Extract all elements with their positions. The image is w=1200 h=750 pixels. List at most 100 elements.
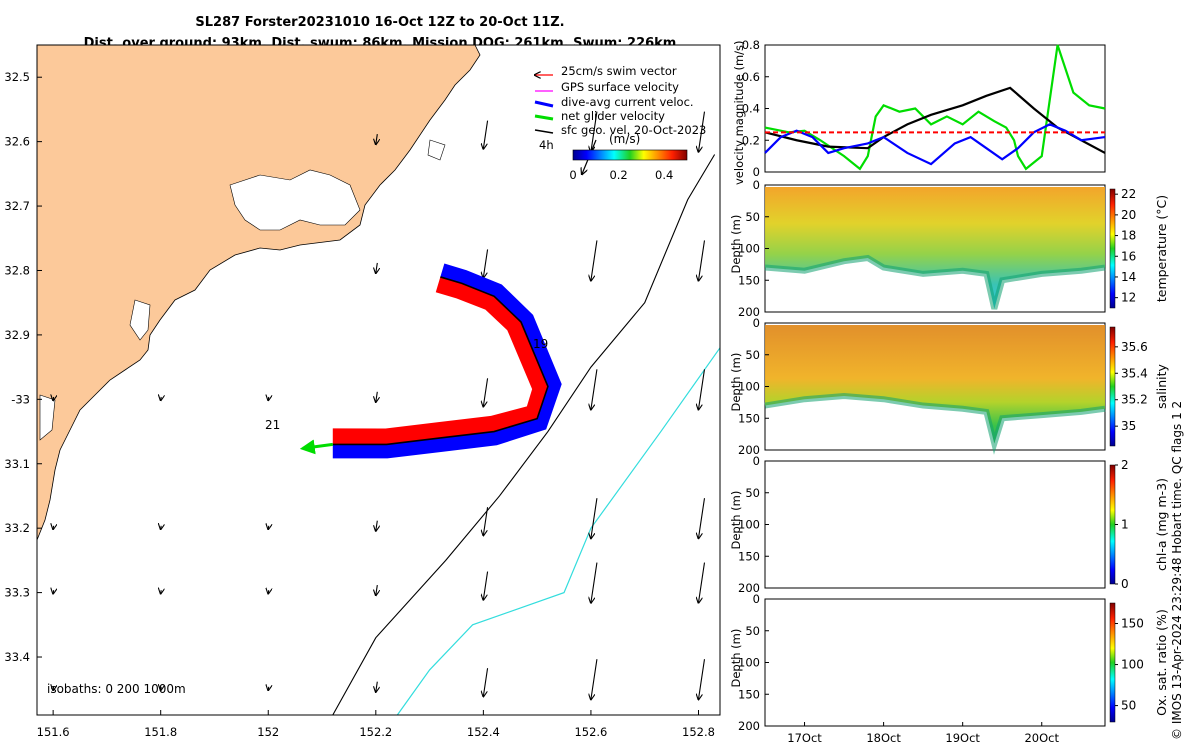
- chl-a-ytick-label: 0: [753, 454, 760, 468]
- map-xtick-label: 152.4: [467, 725, 500, 739]
- velocity-ytick-label: 0.6: [742, 70, 760, 84]
- chl-a-ytick-label: 50: [745, 486, 760, 500]
- map-ytick-label: 33.4: [4, 650, 30, 664]
- temperature-ylabel: Depth (m): [729, 215, 743, 274]
- sfc-vector: [591, 562, 598, 603]
- temperature-cbar-label: 18: [1121, 229, 1136, 243]
- oxygen-ylabel: Depth (m): [729, 629, 743, 688]
- map-xtick-label: 152: [257, 725, 279, 739]
- lake-inlet: [229, 169, 361, 231]
- temperature-cbar-label: 16: [1121, 249, 1136, 263]
- lake-inlet-2: [129, 299, 151, 341]
- map-ytick-label: 32.6: [4, 135, 30, 149]
- isobath-200m: [332, 154, 716, 716]
- temperature-ytick-label: 50: [745, 210, 760, 224]
- temperature-cbar-label: 20: [1121, 208, 1136, 222]
- sfc-vector: [376, 134, 378, 144]
- legend-dive-marker: [534, 100, 554, 108]
- scale-label: 4h: [539, 138, 554, 152]
- map-ticks: 151.6 151.8 152 152.2 152.4 152.6 152.8 32.5 32.…: [4, 70, 715, 739]
- map-ytick-label: 32.8: [4, 263, 30, 277]
- map-ytick-label: 32.7: [4, 199, 30, 213]
- map-ytick-label: 33.1: [4, 457, 30, 471]
- salinity-cbar-label: 35.2: [1121, 393, 1148, 407]
- chl-a-cbar-label: 0: [1121, 577, 1129, 591]
- annotation-19: 19: [533, 337, 548, 351]
- temperature-ytick-label: 150: [738, 273, 760, 287]
- chart-title: SL287 Forster20231010 16-Oct 12Z to 20-O…: [195, 15, 565, 30]
- legend-net: net glider velocity: [561, 109, 665, 123]
- salinity-cbar-label: 35: [1121, 419, 1136, 433]
- oxygen-frame: [764, 598, 1106, 727]
- sfc-vector: [591, 240, 598, 280]
- salinity-deep-band: [764, 393, 1106, 455]
- salinity-ytick-label: 150: [738, 411, 760, 425]
- map-frame: [36, 44, 721, 716]
- temperature-ytick-label: 200: [738, 305, 760, 319]
- chl-a-cbar-label: 1: [1121, 518, 1129, 532]
- temperature-cbar-label: 22: [1121, 187, 1136, 201]
- sfc-vector: [483, 507, 489, 535]
- colorbar-tick-label: 0: [569, 168, 576, 182]
- map-ytick-label: 33.3: [4, 586, 30, 600]
- colorbar-tick-label: 0.4: [655, 168, 673, 182]
- colorbar-ticks: 0 0.2 0.4: [569, 168, 673, 182]
- isobaths-label: isobaths: 0 200 1000m: [47, 682, 186, 696]
- salinity-ytick-label: 200: [738, 443, 760, 457]
- sfc-vector: [376, 262, 378, 273]
- velocity-ytick-label: 0: [753, 165, 760, 179]
- velocity-ytick-label: 0.4: [742, 102, 760, 116]
- legend-dive: dive-avg current veloc.: [561, 95, 694, 109]
- sfc-vector: [483, 571, 489, 600]
- velocity-ticks: 0 0.2 0.4 0.6 0.8: [742, 38, 769, 179]
- velocity-ylabel: velocity magnitude (m/s): [732, 40, 746, 185]
- oxygen-ytick-label: 150: [738, 687, 760, 701]
- lake-inlet-3: [39, 394, 56, 441]
- salinity-ytick-label: 50: [745, 348, 760, 362]
- isobath-1000m: [396, 347, 721, 716]
- sfc-vector: [591, 369, 598, 409]
- salinity-cbar-label: 35.6: [1121, 340, 1148, 354]
- salinity-ytick-label: 0: [753, 316, 760, 330]
- sfc-vector: [591, 498, 598, 538]
- time-xtick-label: 18Oct: [866, 731, 901, 745]
- oxygen-ytick-label: 100: [738, 656, 760, 670]
- salinity-ylabel: Depth (m): [729, 353, 743, 412]
- chl-a-ytick-label: 200: [738, 581, 760, 595]
- time-xtick-label: 19Oct: [945, 731, 980, 745]
- map-xtick-label: 151.8: [144, 725, 177, 739]
- imos-stamp: © IMOS 13-Apr-2024 23:29:48 Hobart time.…: [1170, 400, 1184, 740]
- annotation-21: 21: [265, 418, 280, 432]
- map-xtick-label: 151.6: [37, 725, 70, 739]
- coastline-land: [36, 44, 481, 541]
- sfc-vector: [483, 668, 489, 696]
- velocity-series-2: [764, 123, 1106, 166]
- velocity-panel: 0 0.2 0.4 0.6 0.8 velocity magnitude (m/s): [732, 38, 1106, 185]
- sfc-vector: [376, 585, 378, 595]
- sfc-vector: [591, 659, 598, 699]
- velocity-ytick-label: 0.2: [742, 133, 760, 147]
- sfc-vector: [698, 111, 706, 152]
- time-xtick-label: 20Oct: [1024, 731, 1059, 745]
- chl-a-ylabel: Depth (m): [729, 491, 743, 550]
- map-ytick-label: 32.5: [4, 70, 30, 84]
- sfc-vector: [591, 111, 598, 152]
- isobaths: [332, 154, 721, 716]
- sfc-vector: [376, 520, 378, 531]
- velocity-series-1: [764, 86, 1106, 154]
- map-xtick-label: 152.6: [574, 725, 607, 739]
- salinity-cbar-label: 35.4: [1121, 366, 1148, 380]
- time-xtick-label: 17Oct: [787, 731, 822, 745]
- chl-a-colorbar: [1109, 464, 1116, 585]
- chl-a-frame: [764, 460, 1106, 589]
- section-salinity: 0 50 100 150 200 Depth (m) 35 35.2 35.4 35.6 salin…: [729, 316, 1169, 457]
- salinity-colorbar: [1109, 326, 1116, 447]
- map-ytick-label: -33: [11, 392, 30, 406]
- legend-net-marker: [534, 114, 554, 121]
- temperature-ytick-label: 100: [738, 242, 760, 256]
- oxygen-cbar-label: 150: [1121, 617, 1144, 631]
- oxygen-ytick-label: 200: [738, 719, 760, 733]
